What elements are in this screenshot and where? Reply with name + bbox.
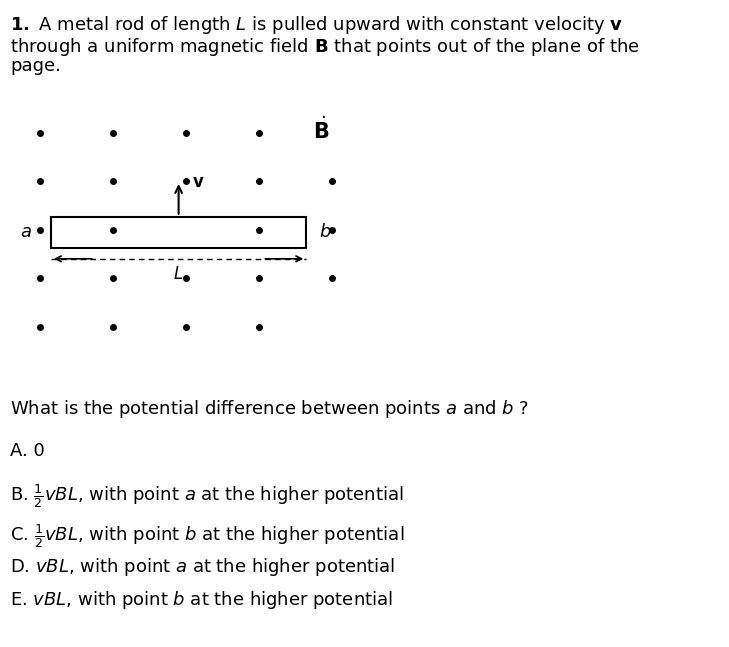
Text: $b$: $b$: [319, 223, 331, 241]
Text: D. $vBL$, with point $a$ at the higher potential: D. $vBL$, with point $a$ at the higher p…: [10, 556, 395, 578]
Bar: [51, 217, 306, 248]
Text: $\dot{\mathbf{B}}$: $\dot{\mathbf{B}}$: [313, 116, 330, 143]
Text: C. $\frac{1}{2}$$vBL$, with point $b$ at the higher potential: C. $\frac{1}{2}$$vBL$, with point $b$ at…: [10, 522, 405, 550]
Text: through a uniform magnetic field $\mathbf{B}$ that points out of the plane of th: through a uniform magnetic field $\mathb…: [10, 36, 640, 58]
Text: page.: page.: [10, 57, 61, 75]
Text: $\mathbf{1.}$ A metal rod of length $L$ is pulled upward with constant velocity : $\mathbf{1.}$ A metal rod of length $L$ …: [10, 14, 623, 36]
Text: What is the potential difference between points $a$ and $b$ ?: What is the potential difference between…: [10, 398, 529, 420]
Text: A. 0: A. 0: [10, 442, 45, 460]
Text: B. $\frac{1}{2}$$vBL$, with point $a$ at the higher potential: B. $\frac{1}{2}$$vBL$, with point $a$ at…: [10, 482, 404, 510]
Text: $\mathbf{v}$: $\mathbf{v}$: [192, 173, 204, 192]
Text: $L$: $L$: [174, 265, 184, 283]
Text: $a$: $a$: [20, 223, 31, 241]
Text: E. $vBL$, with point $b$ at the higher potential: E. $vBL$, with point $b$ at the higher p…: [10, 589, 393, 611]
